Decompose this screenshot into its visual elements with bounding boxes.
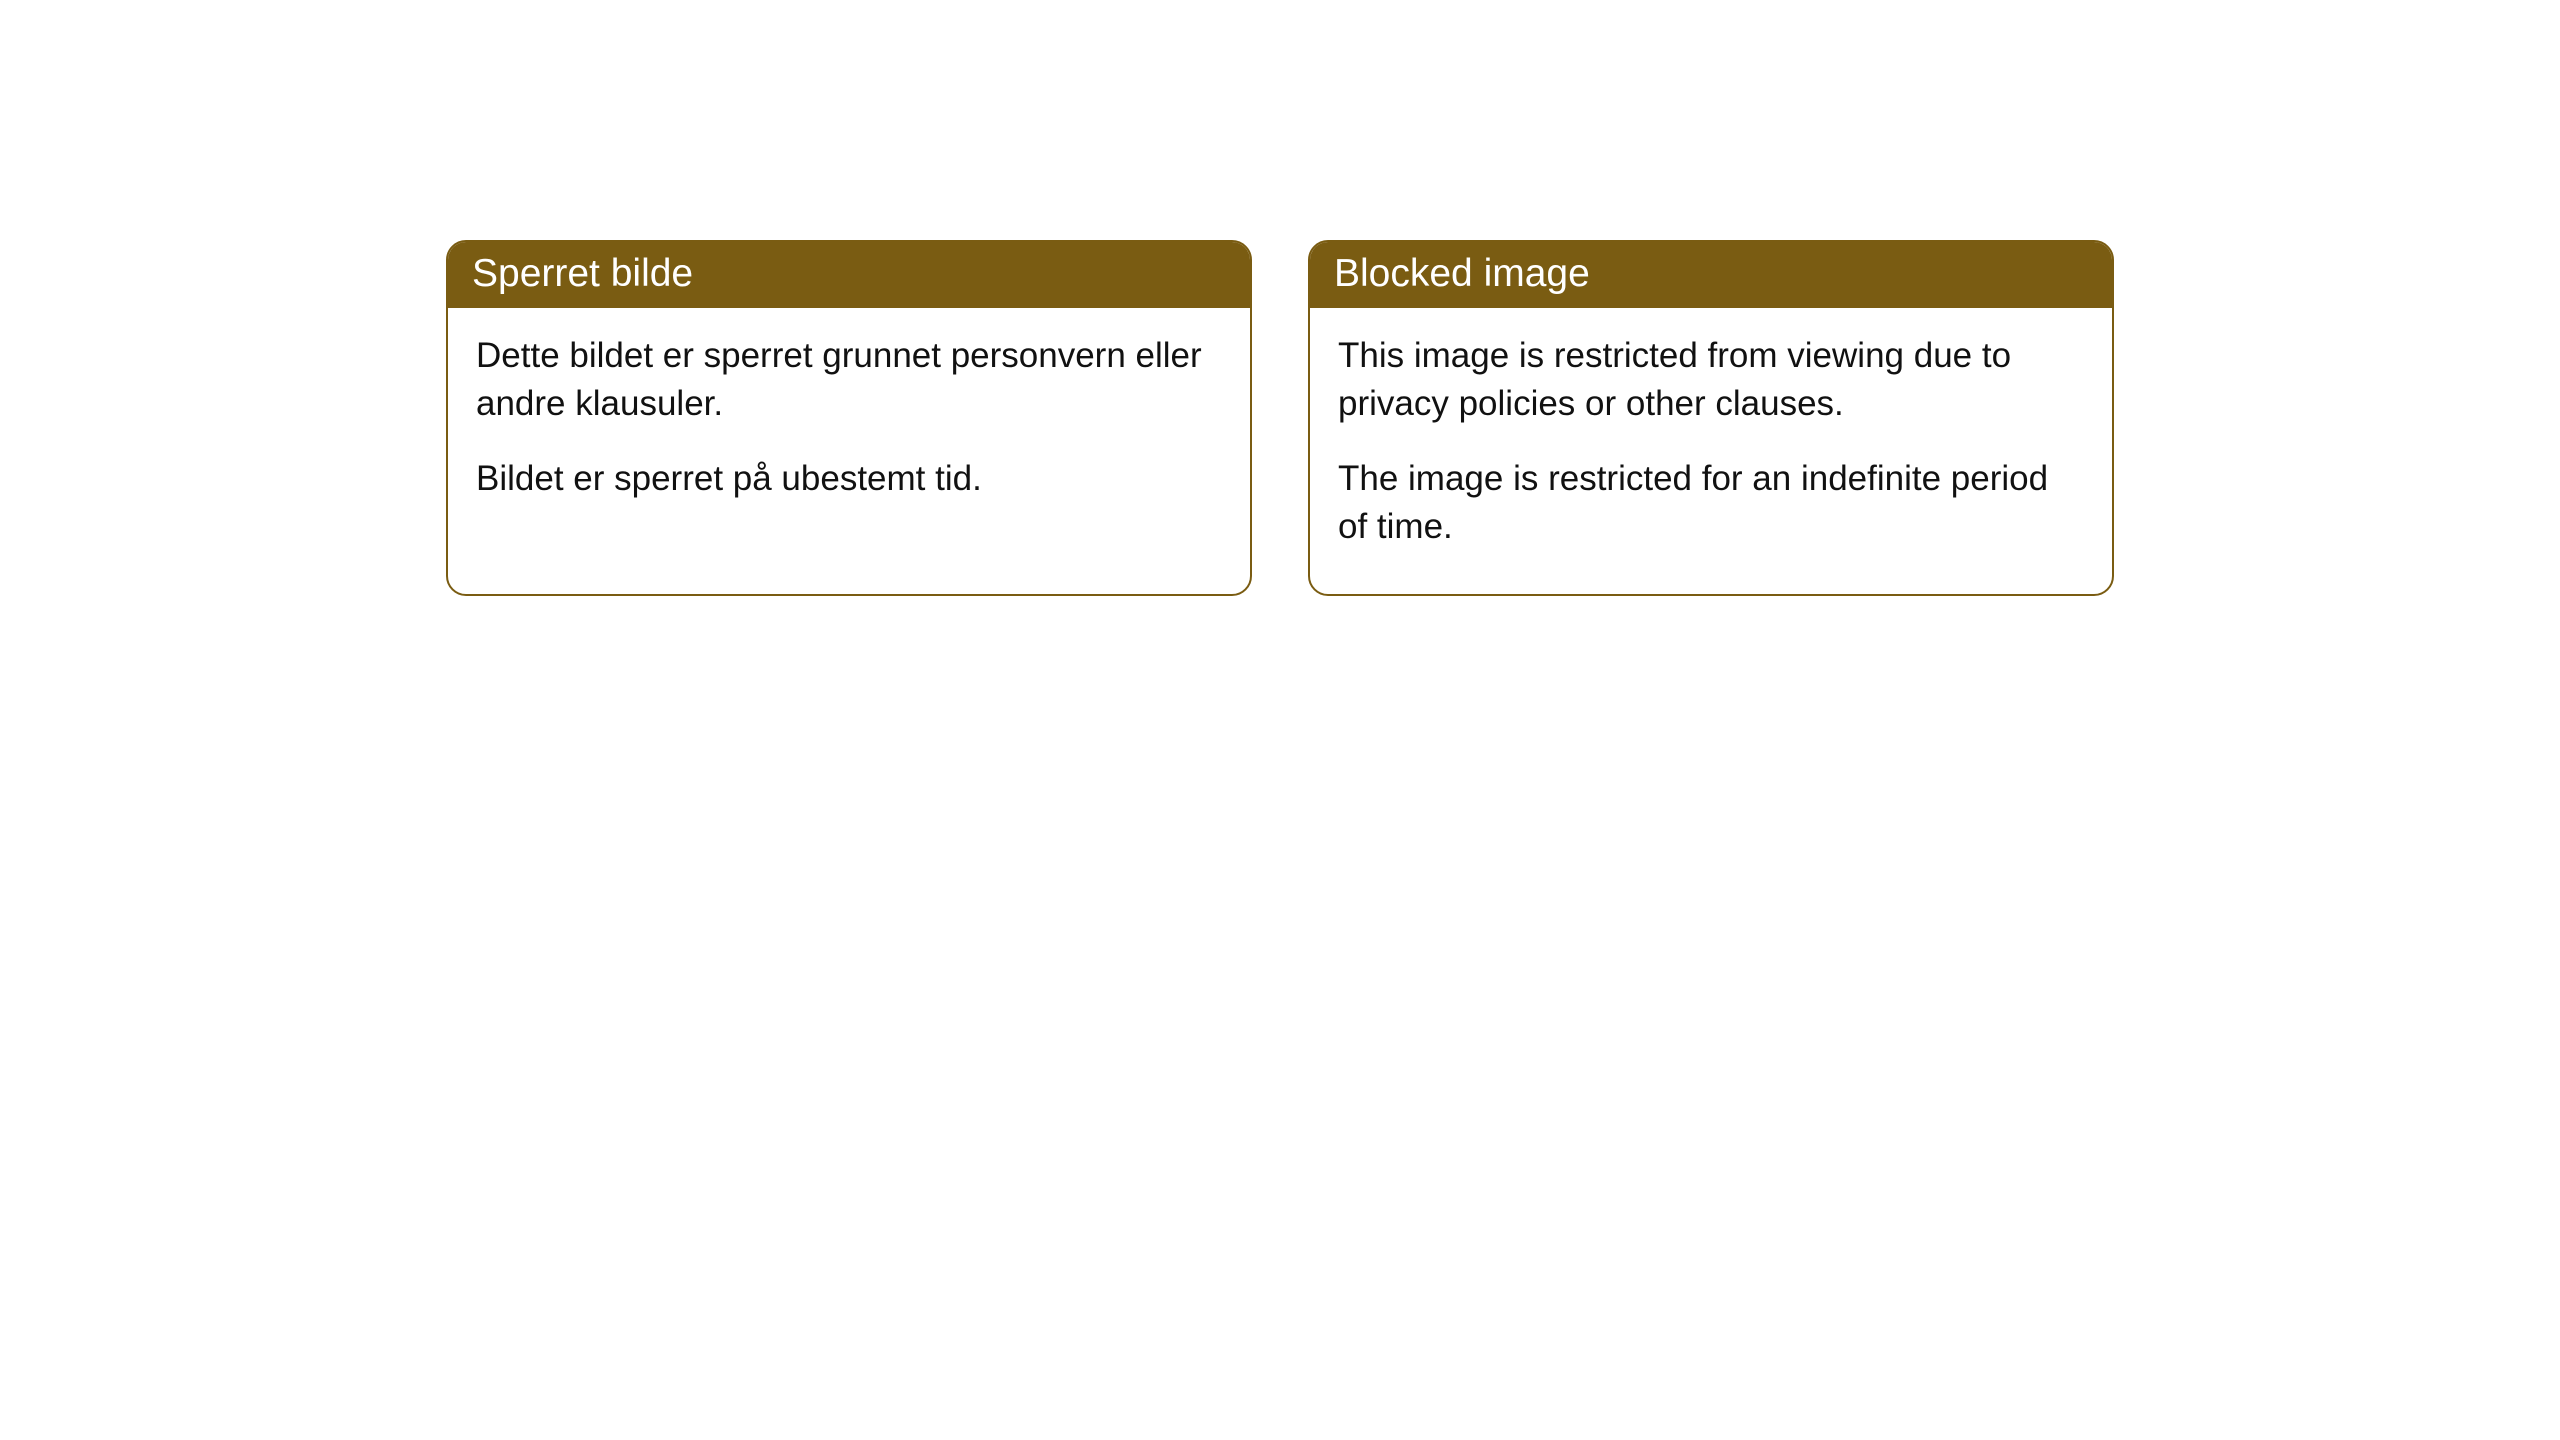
notice-card-english: Blocked image This image is restricted f…: [1308, 240, 2114, 596]
card-title: Sperret bilde: [472, 252, 693, 295]
card-paragraph: The image is restricted for an indefinit…: [1338, 455, 2084, 550]
card-body: Dette bildet er sperret grunnet personve…: [448, 308, 1250, 547]
notice-cards-container: Sperret bilde Dette bildet er sperret gr…: [446, 240, 2114, 596]
card-paragraph: This image is restricted from viewing du…: [1338, 332, 2084, 427]
card-body: This image is restricted from viewing du…: [1310, 308, 2112, 594]
card-paragraph: Dette bildet er sperret grunnet personve…: [476, 332, 1222, 427]
card-header: Sperret bilde: [448, 242, 1250, 308]
card-header: Blocked image: [1310, 242, 2112, 308]
card-title: Blocked image: [1334, 252, 1590, 295]
card-paragraph: Bildet er sperret på ubestemt tid.: [476, 455, 1222, 503]
notice-card-norwegian: Sperret bilde Dette bildet er sperret gr…: [446, 240, 1252, 596]
